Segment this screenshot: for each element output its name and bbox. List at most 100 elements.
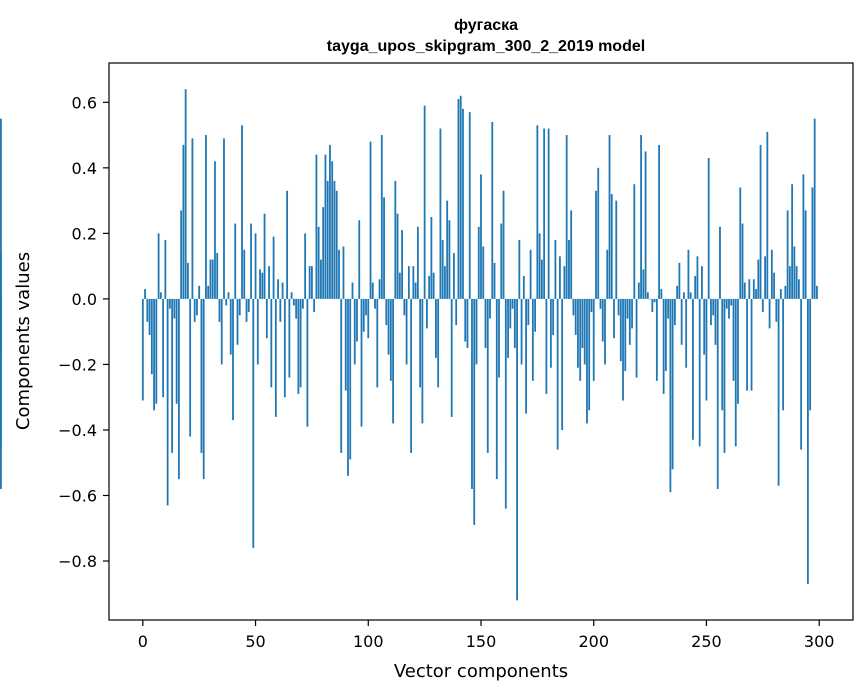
bar (813, 118, 816, 299)
y-tick-label: −0.6 (58, 486, 97, 505)
bar (768, 298, 771, 329)
bar (435, 298, 437, 358)
bar (432, 272, 435, 299)
bar (522, 275, 525, 299)
bar (482, 246, 485, 299)
bar (162, 298, 165, 398)
bar (559, 256, 561, 299)
bar (590, 298, 593, 313)
bar (495, 298, 498, 480)
bar (245, 298, 248, 322)
bar (389, 298, 392, 381)
bar (673, 298, 676, 326)
bar (588, 298, 591, 411)
bar (259, 269, 261, 299)
bar (383, 197, 385, 299)
bar (498, 298, 500, 378)
x-tick-label: 300 (804, 632, 835, 651)
bar (671, 298, 674, 470)
bar (423, 105, 426, 299)
bar (223, 138, 225, 299)
bar (376, 298, 379, 388)
plot-frame (108, 62, 854, 621)
bar (696, 256, 699, 299)
bar (141, 298, 144, 401)
bar (398, 272, 401, 299)
bar (358, 220, 361, 299)
bar (250, 223, 252, 299)
bar (462, 108, 464, 299)
bar (211, 259, 214, 299)
bar (601, 298, 604, 342)
bar (403, 298, 406, 316)
bar (394, 180, 397, 299)
bar (664, 298, 667, 371)
bar (484, 298, 487, 349)
y-tick-label: −0.8 (58, 552, 97, 571)
bar (714, 298, 717, 345)
bar (692, 298, 694, 440)
bar (252, 298, 255, 548)
bar (241, 125, 243, 299)
bar (739, 187, 742, 299)
bar (437, 298, 440, 388)
x-tick-label: 50 (245, 632, 265, 651)
bar (416, 226, 419, 299)
bar (234, 223, 237, 299)
bar (153, 298, 155, 411)
bar (489, 298, 491, 319)
bar (306, 298, 309, 427)
bar (748, 279, 751, 299)
bar (202, 298, 205, 480)
bar (651, 298, 654, 313)
bar (568, 239, 570, 299)
bar (225, 298, 228, 306)
bar (229, 298, 232, 355)
bar (543, 128, 546, 299)
bar (680, 298, 683, 345)
bar (453, 253, 455, 299)
bar (301, 298, 304, 309)
bar (471, 298, 473, 489)
bar (513, 298, 516, 349)
bar (347, 298, 349, 476)
bar (421, 298, 424, 424)
bar (457, 99, 460, 299)
bar (741, 223, 744, 299)
bar (475, 298, 478, 365)
bar (187, 262, 189, 299)
bar (723, 298, 726, 453)
bar (549, 298, 552, 368)
bar (631, 298, 633, 329)
chart-title-line1: фугаска (454, 17, 518, 34)
bar (227, 292, 230, 299)
bar (444, 266, 446, 299)
bar (617, 298, 620, 316)
bar (563, 266, 566, 299)
bar (175, 298, 178, 404)
bar (518, 239, 521, 299)
bar (338, 249, 340, 299)
bar (448, 220, 451, 299)
bar (324, 154, 327, 299)
bar (340, 298, 343, 453)
bar (299, 298, 302, 388)
bar (734, 298, 737, 447)
bar (716, 298, 719, 489)
bar (504, 298, 507, 509)
bar (313, 298, 316, 313)
bar (486, 298, 489, 453)
bar (525, 298, 527, 414)
bar (565, 135, 568, 299)
bar (290, 292, 293, 299)
bar (329, 144, 331, 299)
bar (198, 285, 201, 299)
bar (687, 249, 690, 299)
bar (468, 112, 471, 299)
bar (365, 298, 367, 316)
bar (466, 298, 469, 349)
bar (164, 239, 167, 299)
bar (209, 259, 212, 299)
x-tick-label: 200 (578, 632, 609, 651)
